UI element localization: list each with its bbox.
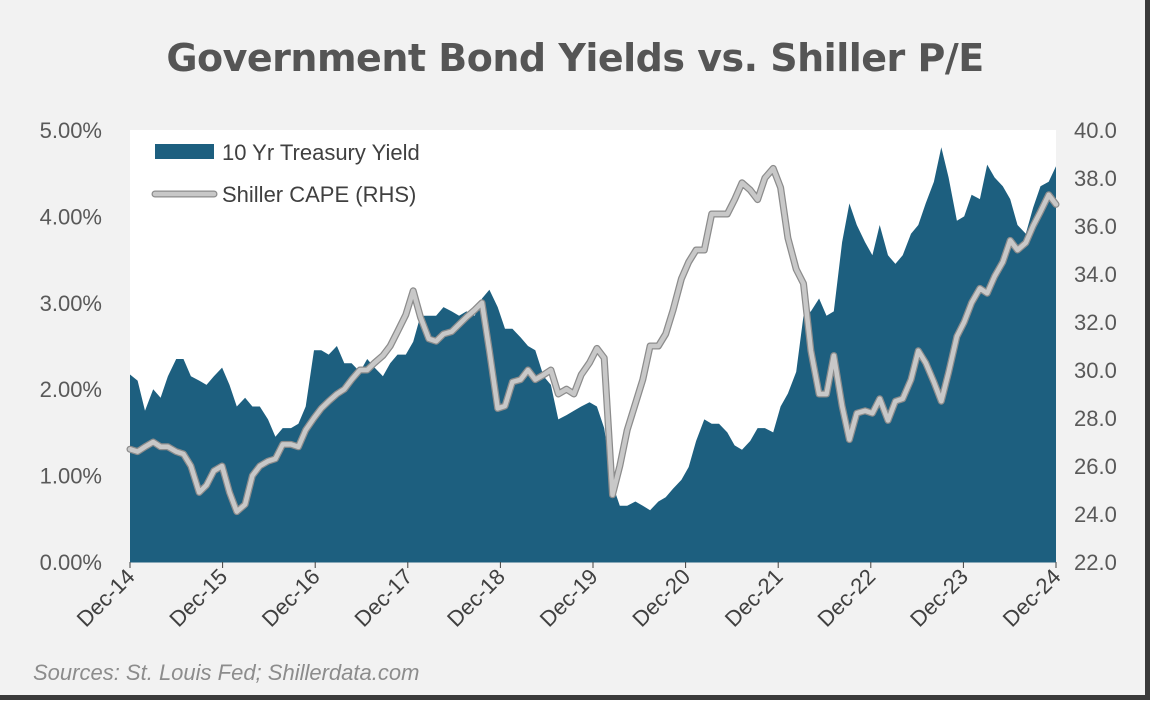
y-right-tick-label: 22.0 [1074,550,1117,575]
x-tick-label: Dec-15 [164,564,232,632]
x-tick-label: Dec-24 [998,564,1066,632]
legend-swatch-yield [155,144,214,159]
x-tick-label: Dec-17 [350,564,418,632]
x-tick-label: Dec-20 [627,564,695,632]
y-right-tick-label: 28.0 [1074,406,1117,431]
legend-label-cape: Shiller CAPE (RHS) [222,182,416,207]
source-note: Sources: St. Louis Fed; Shillerdata.com [33,660,420,685]
x-tick-label: Dec-23 [905,564,973,632]
y-left-tick-label: 2.00% [40,377,102,402]
x-tick-label: Dec-22 [813,564,881,632]
y-left-tick-label: 1.00% [40,464,102,489]
chart-title: Government Bond Yields vs. Shiller P/E [166,36,984,80]
x-tick-label: Dec-21 [720,564,788,632]
y-right-tick-label: 30.0 [1074,358,1117,383]
y-right-tick-label: 40.0 [1074,118,1117,143]
y-right-tick-label: 34.0 [1074,262,1117,287]
y-right-tick-label: 32.0 [1074,310,1117,335]
yield-area [130,147,1056,563]
x-tick-label: Dec-18 [442,564,510,632]
x-tick-label: Dec-19 [535,564,603,632]
cape-line [127,166,1059,514]
y-left-tick-label: 4.00% [40,204,102,229]
y-right-tick-label: 38.0 [1074,166,1117,191]
y-right-tick-label: 36.0 [1074,214,1117,239]
legend-label-yield: 10 Yr Treasury Yield [222,140,420,165]
x-tick-label: Dec-16 [257,564,325,632]
y-left-tick-label: 3.00% [40,291,102,316]
y-left-tick-label: 0.00% [40,550,102,575]
y-right-tick-label: 26.0 [1074,454,1117,479]
y-left-tick-label: 5.00% [40,118,102,143]
y-right-tick-label: 24.0 [1074,502,1117,527]
